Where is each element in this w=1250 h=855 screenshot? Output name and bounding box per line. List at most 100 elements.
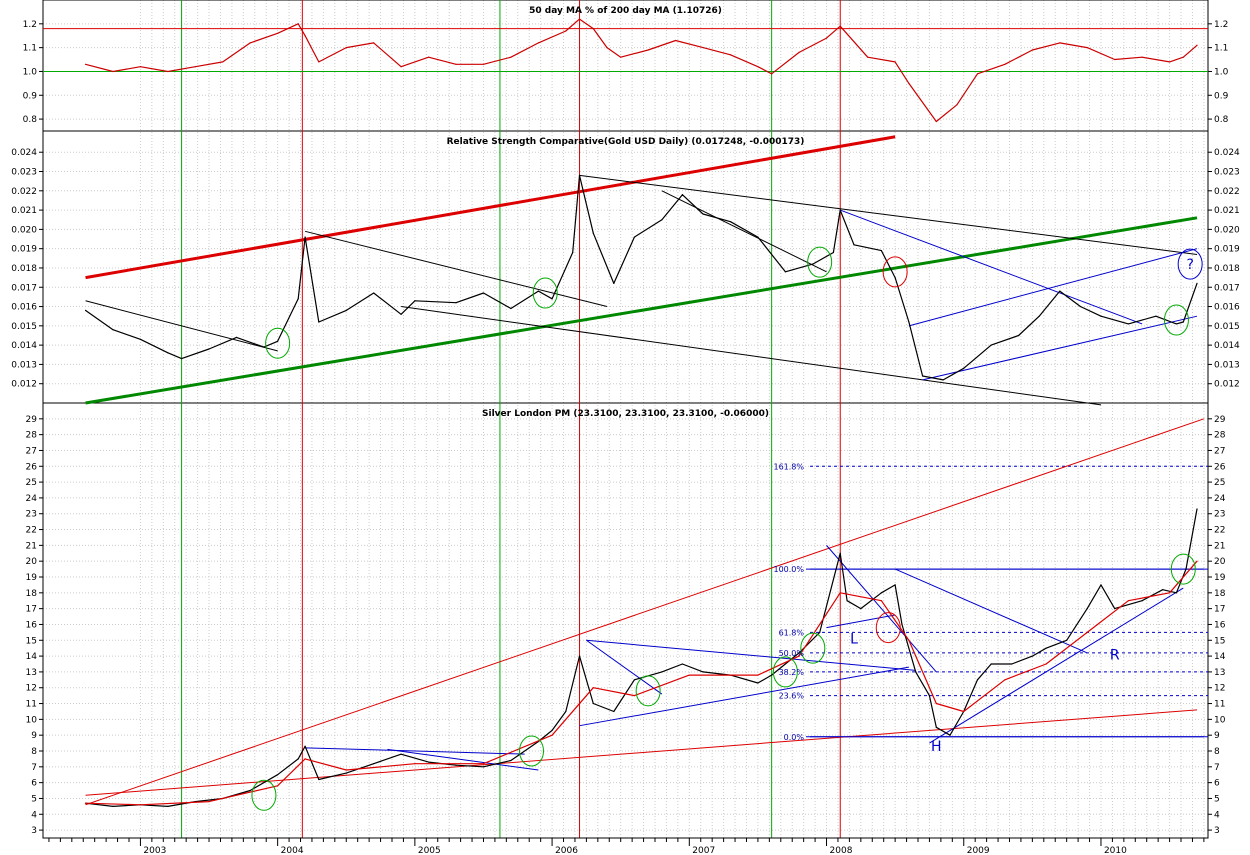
series-point [400, 66, 402, 68]
y-tick-label-left: 1.1 [23, 44, 37, 54]
y-tick-label-right: 17 [1214, 605, 1225, 615]
panel-title: 50 day MA % of 200 day MA (1.10726) [529, 6, 722, 16]
y-tick-label-left: 1.0 [23, 67, 38, 77]
y-tick-label-right: 11 [1214, 700, 1225, 710]
fib-level-label: 50.0% [779, 649, 805, 658]
series-point [1045, 663, 1047, 665]
series-point [757, 236, 759, 238]
series-point [812, 263, 814, 265]
series-point [935, 726, 937, 728]
series-point [688, 674, 690, 676]
trendline [586, 639, 663, 695]
y-tick-label-left: 6 [31, 779, 37, 789]
y-tick-label-right: 0.017 [1214, 283, 1240, 293]
series-point [1196, 44, 1198, 46]
series-point [620, 56, 622, 58]
y-tick-label-right: 0.020 [1214, 225, 1240, 235]
series-point [633, 695, 636, 697]
highlight-ellipse [875, 612, 901, 644]
grid-layer [43, 0, 1208, 838]
series-point [729, 221, 732, 223]
y-tick-label-right: 1.0 [1214, 67, 1229, 77]
y-tick-label-left: 0.013 [11, 360, 37, 370]
series-point [784, 271, 786, 273]
series-point [976, 73, 979, 75]
series-point [1100, 584, 1102, 586]
y-tick-label-right: 8 [1214, 747, 1220, 757]
series-point [1066, 639, 1068, 641]
series-point [860, 608, 862, 610]
series-point [771, 674, 773, 676]
series-point [908, 321, 910, 323]
series-point [880, 592, 883, 594]
series-point [578, 655, 581, 657]
series-point [613, 282, 615, 284]
series-point [345, 772, 347, 774]
y-tick-label-left: 22 [26, 526, 37, 536]
series-point [318, 321, 320, 323]
y-tick-label-left: 3 [31, 826, 37, 836]
series-point [757, 66, 759, 68]
series-point [1100, 315, 1102, 317]
series-point [976, 679, 979, 681]
trendline [840, 209, 1143, 325]
y-tick-label-left: 0.012 [11, 380, 37, 390]
y-tick-label-right: 0.8 [1214, 115, 1229, 125]
series-point [139, 66, 142, 68]
series-point [304, 35, 306, 37]
y-tick-label-right: 26 [1214, 462, 1226, 472]
y-tick-label-right: 0.024 [1214, 148, 1240, 158]
series-point [1168, 61, 1171, 63]
trendline [579, 666, 909, 727]
series-point [1114, 58, 1116, 61]
series-point [455, 63, 457, 65]
y-tick-label-right: 0.022 [1214, 187, 1240, 197]
series-point [551, 729, 553, 732]
series-point [427, 56, 430, 58]
series-point [455, 764, 457, 766]
series-point [510, 56, 512, 58]
x-axis: 2003 2004 2005 2006 2007 2008 2009 2010 [43, 837, 1208, 855]
y-tick-label-right: 0.016 [1214, 303, 1240, 313]
series-point [839, 25, 841, 27]
series-point [249, 789, 251, 792]
series-point [908, 82, 910, 84]
highlight-ellipse [800, 632, 826, 664]
y-tick-label-left: 28 [26, 431, 38, 441]
series-point [915, 671, 917, 673]
y-tick-label-left: 0.017 [11, 283, 37, 293]
series-point [84, 309, 87, 312]
y-tick-label-right: 7 [1214, 763, 1220, 773]
series-point [1185, 568, 1187, 570]
series-point [956, 104, 958, 106]
y-tick-label-right: 10 [1214, 715, 1226, 725]
series-point [222, 61, 224, 63]
trendline [387, 748, 539, 771]
y-tick-label-right: 15 [1214, 636, 1225, 646]
series-point [304, 758, 306, 760]
series-point [1127, 323, 1130, 325]
y-tick-label-right: 0.012 [1214, 380, 1240, 390]
series-point [1031, 655, 1033, 657]
series-point [572, 251, 574, 254]
trendline [305, 747, 525, 755]
y-tick-label-right: 0.018 [1214, 264, 1240, 274]
trendline [85, 709, 1198, 796]
y-tick-label-right: 19 [1214, 573, 1226, 583]
series-point [112, 70, 114, 73]
series-point [304, 236, 306, 238]
trendline [85, 216, 1198, 405]
series-point [606, 47, 608, 49]
series-point [819, 631, 821, 633]
series-point [112, 329, 114, 331]
series-point [613, 710, 615, 713]
y-tick-label-right: 0.013 [1214, 360, 1240, 370]
series-point [592, 702, 594, 705]
y-tick-label-right: 0.021 [1214, 206, 1240, 216]
series-point [167, 805, 169, 807]
series-point [592, 27, 594, 30]
highlight-ellipse [635, 675, 661, 707]
series-point [482, 766, 485, 768]
series-point [1182, 56, 1184, 58]
series-point [551, 298, 553, 300]
